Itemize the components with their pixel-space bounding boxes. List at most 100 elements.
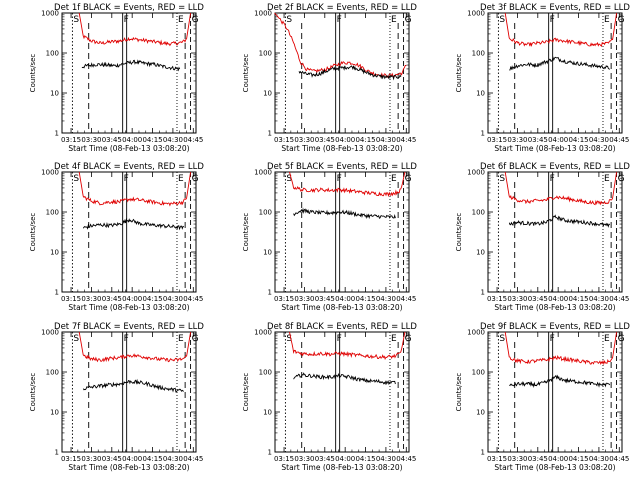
x-tick-label: 04:15 — [355, 136, 375, 144]
y-tick-label: 100 — [472, 369, 485, 377]
marker-label-s: S — [73, 174, 79, 184]
panel-det-6: Det 6f BLACK = Events, RED = LLD Counts/s… — [455, 162, 630, 312]
marker-label-g: G — [618, 334, 625, 344]
x-tick-label: 03:45 — [315, 295, 335, 303]
x-tick-label: 04:00 — [122, 136, 142, 144]
x-tick-label: 03:45 — [528, 295, 548, 303]
x-tick-label: 03:30 — [507, 295, 527, 303]
y-tick-label: 1000 — [41, 329, 59, 337]
y-axis-label: Counts/sec — [242, 54, 250, 93]
x-tick-label: 04:00 — [122, 295, 142, 303]
y-tick-label: 10 — [50, 409, 59, 417]
marker-label-f: F — [124, 334, 129, 344]
x-tick-label: 04:30 — [376, 295, 396, 303]
y-tick-label: 1000 — [467, 329, 485, 337]
x-tick-label: 04:45 — [396, 455, 416, 463]
x-tick-label: 04:45 — [183, 455, 203, 463]
marker-label-s: S — [499, 174, 505, 184]
x-tick-label: 04:00 — [335, 455, 355, 463]
x-tick-label: 03:30 — [294, 136, 314, 144]
plot-frame — [274, 12, 410, 134]
marker-label-e: E — [604, 15, 610, 25]
marker-label-s: S — [73, 15, 79, 25]
series-events-line — [508, 214, 611, 228]
x-tick-label: 04:00 — [548, 295, 568, 303]
marker-label-f: F — [337, 334, 342, 344]
series-lld-line — [78, 12, 192, 47]
marker-label-s: S — [499, 334, 505, 344]
series-lld-line — [504, 331, 618, 366]
y-tick-label: 1 — [268, 289, 272, 297]
y-tick-label: 1 — [55, 130, 59, 138]
x-tick-label: 03:45 — [102, 455, 122, 463]
x-tick-label: 03:30 — [81, 295, 101, 303]
x-tick-label: 03:45 — [528, 455, 548, 463]
plot-frame — [61, 171, 197, 293]
y-tick-label: 10 — [476, 90, 485, 98]
marker-label-s: S — [286, 334, 292, 344]
y-axis-label: Counts/sec — [29, 54, 37, 93]
y-axis-label: Counts/sec — [455, 213, 463, 252]
x-tick-label: 04:15 — [142, 136, 162, 144]
y-tick-label: 1000 — [467, 169, 485, 177]
marker-label-g: G — [618, 174, 625, 184]
y-tick-label: 10 — [50, 249, 59, 257]
y-tick-label: 100 — [259, 50, 272, 58]
x-tick-label: 04:00 — [335, 136, 355, 144]
series-lld-line — [289, 331, 406, 361]
series-events-line — [293, 207, 396, 220]
panel-det-3: Det 3f BLACK = Events, RED = LLD Counts/s… — [455, 3, 630, 153]
y-axis-label: Counts/sec — [455, 54, 463, 93]
plot-frame — [487, 12, 623, 134]
x-tick-label: 04:00 — [122, 455, 142, 463]
series-events-line — [293, 372, 396, 386]
x-tick-label: 03:15 — [61, 455, 81, 463]
marker-label-s: S — [499, 15, 505, 25]
x-tick-label: 03:30 — [81, 136, 101, 144]
plot-frame — [274, 171, 410, 293]
marker-label-f: F — [124, 15, 129, 25]
marker-label-e: E — [391, 15, 397, 25]
x-tick-label: 03:15 — [274, 295, 294, 303]
y-tick-label: 1 — [268, 449, 272, 457]
plot-frame — [487, 331, 623, 453]
x-tick-label: 03:15 — [274, 455, 294, 463]
y-tick-label: 1000 — [467, 10, 485, 18]
x-tick-label: 04:30 — [163, 136, 183, 144]
x-tick-label: 04:00 — [548, 455, 568, 463]
panel-det-4: Det 4f BLACK = Events, RED = LLD Counts/s… — [29, 162, 204, 312]
x-tick-label: 04:45 — [396, 295, 416, 303]
x-tick-label: 04:00 — [548, 136, 568, 144]
x-axis-label: Start Time (08-Feb-13 03:08:20) — [494, 463, 615, 472]
marker-label-s: S — [286, 15, 292, 25]
series-events-line — [509, 374, 611, 389]
series-lld-line — [289, 171, 406, 198]
x-tick-label: 03:45 — [102, 295, 122, 303]
y-tick-label: 10 — [476, 409, 485, 417]
x-axis-label: Start Time (08-Feb-13 03:08:20) — [281, 144, 402, 153]
x-tick-label: 04:15 — [355, 455, 375, 463]
y-tick-label: 100 — [259, 209, 272, 217]
marker-label-e: E — [391, 174, 397, 184]
x-tick-label: 03:30 — [507, 455, 527, 463]
series-lld-line — [78, 171, 192, 207]
y-tick-label: 100 — [46, 50, 59, 58]
series-events-line — [298, 65, 402, 81]
panel-det-5: Det 5f BLACK = Events, RED = LLD Counts/s… — [242, 162, 417, 312]
plot-frame — [61, 12, 197, 134]
plot-frame — [487, 171, 623, 293]
y-tick-label: 1000 — [41, 169, 59, 177]
y-tick-label: 10 — [263, 90, 272, 98]
x-axis-label: Start Time (08-Feb-13 03:08:20) — [68, 463, 189, 472]
marker-label-e: E — [178, 334, 184, 344]
x-tick-label: 03:30 — [294, 295, 314, 303]
x-axis-label: Start Time (08-Feb-13 03:08:20) — [68, 303, 189, 312]
panel-det-8: Det 8f BLACK = Events, RED = LLD Counts/s… — [242, 322, 417, 472]
y-axis-label: Counts/sec — [29, 213, 37, 252]
marker-label-s: S — [73, 334, 79, 344]
y-tick-label: 1 — [481, 289, 485, 297]
panel-title: Det 6f BLACK = Events, RED = LLD — [480, 162, 630, 172]
series-lld-line — [78, 331, 192, 363]
x-tick-label: 03:30 — [81, 455, 101, 463]
panel-title: Det 9f BLACK = Events, RED = LLD — [480, 322, 630, 332]
